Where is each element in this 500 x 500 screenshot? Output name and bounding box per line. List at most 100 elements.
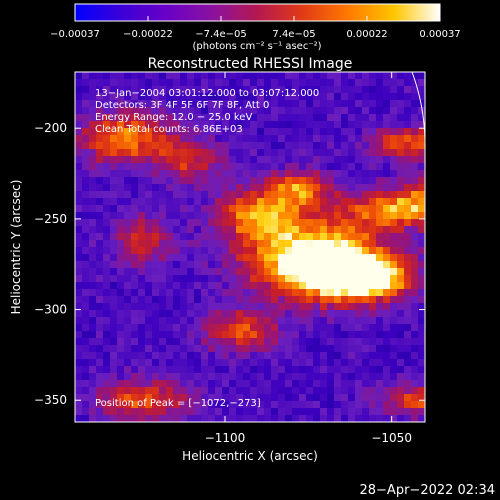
heatmap-cell [320,282,328,290]
heatmap-cell [369,338,377,346]
heatmap-cell [404,142,412,150]
heatmap-cell [327,254,335,262]
heatmap-cell [110,156,118,164]
heatmap-cell [138,408,146,416]
heatmap-cell [292,86,300,94]
heatmap-cell [397,303,405,311]
heatmap-cell [376,352,384,360]
heatmap-cell [299,128,307,136]
heatmap-cell [299,408,307,416]
heatmap-cell [89,247,97,255]
heatmap-cell [103,198,111,206]
heatmap-cell [369,191,377,199]
heatmap-cell [159,366,167,374]
heatmap-cell [117,408,125,416]
heatmap-cell [341,394,349,402]
heatmap-cell [257,359,265,367]
heatmap-cell [299,142,307,150]
heatmap-cell [313,142,321,150]
heatmap-cell [348,268,356,276]
heatmap-cell [362,352,370,360]
heatmap-cell [299,135,307,143]
heatmap-cell [271,247,279,255]
heatmap-cell [411,226,419,234]
heatmap-cell [320,303,328,311]
heatmap-cell [327,261,335,269]
heatmap-cell [145,296,153,304]
heatmap-cell [131,254,139,262]
heatmap-cell [355,268,363,276]
heatmap-cell [173,149,181,157]
heatmap-cell [383,254,391,262]
heatmap-cell [229,233,237,241]
heatmap-cell [201,275,209,283]
heatmap-cell [145,128,153,136]
heatmap-cell [166,261,174,269]
heatmap-cell [390,408,398,416]
heatmap-cell [257,135,265,143]
heatmap-cell [110,345,118,353]
heatmap-cell [215,401,223,409]
heatmap-cell [173,128,181,136]
heatmap-cell [194,177,202,185]
heatmap-cell [166,268,174,276]
heatmap-cell [327,240,335,248]
heatmap-cell [208,296,216,304]
heatmap-cell [383,86,391,94]
heatmap-cell [341,338,349,346]
heatmap-cell [110,275,118,283]
heatmap-cell [348,226,356,234]
heatmap-cell [194,163,202,171]
heatmap-cell [124,156,132,164]
heatmap-cell [334,359,342,367]
heatmap-cell [166,226,174,234]
heatmap-cell [327,275,335,283]
heatmap-cell [320,121,328,129]
heatmap-cell [362,401,370,409]
heatmap-cell [180,121,188,129]
heatmap-cell [411,86,419,94]
heatmap-cell [397,128,405,136]
heatmap-cell [313,254,321,262]
heatmap-cell [341,107,349,115]
heatmap-cell [355,352,363,360]
heatmap-cell [397,121,405,129]
heatmap-cell [208,86,216,94]
heatmap-cell [117,86,125,94]
heatmap-cell [404,345,412,353]
heatmap-cell [250,114,258,122]
heatmap-cell [159,408,167,416]
heatmap-cell [201,366,209,374]
heatmap-cell [278,268,286,276]
heatmap-cell [201,317,209,325]
heatmap-cell [411,100,419,108]
heatmap-cell [348,100,356,108]
heatmap-cell [229,331,237,339]
heatmap-cell [166,205,174,213]
heatmap-cell [299,149,307,157]
heatmap-cell [327,128,335,136]
heatmap-cell [222,184,230,192]
heatmap-cell [292,93,300,101]
heatmap-cell [383,268,391,276]
heatmap-cell [208,254,216,262]
heatmap-cell [215,387,223,395]
heatmap-cell [285,240,293,248]
heatmap-cell [292,317,300,325]
heatmap-cell [180,247,188,255]
heatmap-cell [96,93,104,101]
heatmap-cell [397,240,405,248]
heatmap-cell [404,247,412,255]
heatmap-cell [299,86,307,94]
heatmap-cell [411,170,419,178]
heatmap-cell [355,254,363,262]
heatmap-cell [82,247,90,255]
heatmap-cell [355,401,363,409]
heatmap-cell [369,198,377,206]
heatmap-cell [236,338,244,346]
heatmap-cell [75,163,83,171]
heatmap-cell [383,296,391,304]
heatmap-cell [257,177,265,185]
heatmap-cell [173,331,181,339]
heatmap-cell [243,338,251,346]
